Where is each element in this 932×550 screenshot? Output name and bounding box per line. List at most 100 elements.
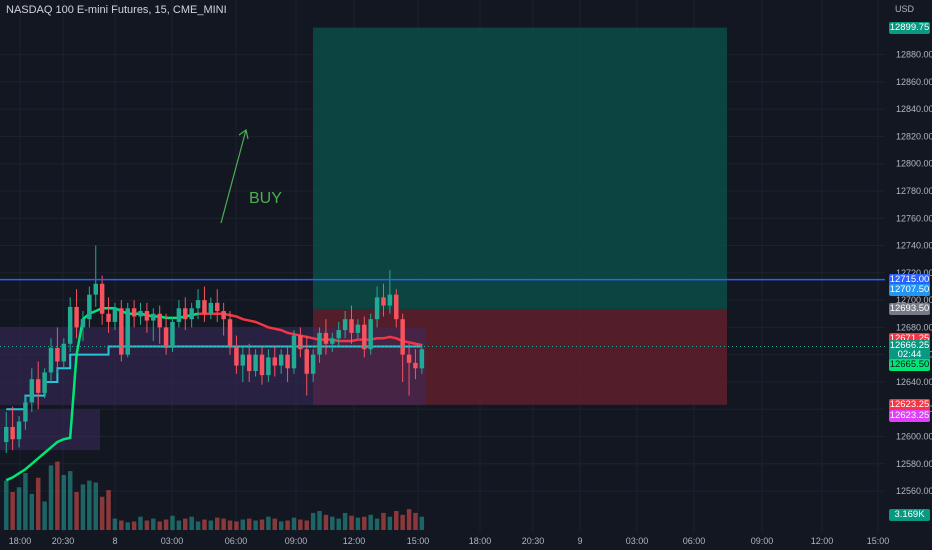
volume-bar <box>246 518 252 530</box>
volume-bar <box>304 520 309 530</box>
candle-body <box>42 372 47 393</box>
volume-bar <box>317 511 322 530</box>
volume-bar <box>298 519 303 530</box>
candle-body <box>170 321 175 348</box>
candle-body <box>304 349 309 374</box>
y-tick-label: 12880.00 <box>896 50 932 60</box>
volume-bar <box>419 516 425 530</box>
volume-bar <box>189 516 194 530</box>
candle-body <box>195 300 201 309</box>
volume-bar <box>55 461 60 530</box>
x-tick-label: 03:00 <box>161 536 184 546</box>
ema-line-red <box>198 312 423 347</box>
volume-bar <box>138 516 143 530</box>
candle-body <box>323 332 329 344</box>
arrow-shaft <box>220 129 247 224</box>
candle-body <box>183 308 188 320</box>
symbol-title: NASDAQ 100 E-mini Futures, 15, CME_MINI <box>6 4 227 16</box>
volume-bar <box>342 512 348 530</box>
y-tick-label: 12860.00 <box>896 77 932 87</box>
volume-bar <box>310 512 316 530</box>
y-tick-label: 12780.00 <box>896 186 932 196</box>
x-tick-label: 18:00 <box>9 536 32 546</box>
candle-body <box>87 294 92 320</box>
x-tick-label: 18:00 <box>469 536 492 546</box>
candle-body <box>10 426 15 440</box>
volume-bar <box>215 517 220 530</box>
volume-bar <box>202 519 207 530</box>
arrow-head <box>238 128 249 140</box>
candle-body <box>144 311 150 321</box>
volume-bar <box>413 512 418 530</box>
price-label: 02:44 <box>889 349 930 362</box>
volume-bar <box>323 514 329 530</box>
candle-body <box>80 319 86 328</box>
x-tick-label: 12:00 <box>343 536 366 546</box>
volume-label: 3.169K <box>889 509 930 521</box>
volume-bar <box>42 501 47 530</box>
volume-bar <box>144 520 150 530</box>
volume-bar <box>170 515 175 530</box>
y-tick-label: 12800.00 <box>896 159 932 169</box>
candle-body <box>48 347 54 373</box>
candle-body <box>330 338 335 344</box>
candle-body <box>106 313 111 322</box>
volume-bar <box>234 521 239 530</box>
price-label: 12707.50 <box>889 283 930 296</box>
volume-bar <box>394 511 399 530</box>
x-tick-label: 06:00 <box>683 536 706 546</box>
x-tick-label: 06:00 <box>225 536 248 546</box>
volume-bar <box>163 519 169 530</box>
volume-bar <box>368 514 373 530</box>
range-band <box>0 409 100 451</box>
candle-body <box>266 357 271 376</box>
candle-body <box>278 354 284 366</box>
candle-body <box>253 354 258 372</box>
volume-bar <box>16 487 22 530</box>
candle-body <box>240 354 246 366</box>
volume-bar <box>67 471 73 530</box>
candle-body <box>176 308 182 322</box>
y-tick-label: 12560.00 <box>896 486 932 496</box>
x-tick-label: 15:00 <box>407 536 430 546</box>
volume-bar <box>4 480 9 530</box>
candle-body <box>208 302 214 314</box>
candle-body <box>381 297 386 306</box>
volume-bar <box>285 520 290 530</box>
candle-body <box>202 300 207 314</box>
y-tick-label: 12760.00 <box>896 213 932 223</box>
volume-bar <box>336 518 341 530</box>
candle-body <box>259 354 265 376</box>
x-tick-label: 9 <box>577 536 582 546</box>
candle-body <box>317 332 322 355</box>
volume-bar <box>259 519 265 530</box>
candle-body <box>119 308 124 355</box>
candle-body <box>419 349 425 369</box>
candle-body <box>74 306 79 328</box>
volume-bar <box>176 520 182 530</box>
candle-body <box>227 319 233 347</box>
volume-bar <box>349 515 354 530</box>
currency-label: USD <box>895 4 915 14</box>
x-tick-label: 20:30 <box>52 536 75 546</box>
candle-body <box>291 335 297 369</box>
volume-bar <box>291 517 297 530</box>
volume-bar <box>278 521 284 530</box>
volume-bar <box>221 518 226 530</box>
candle-body <box>55 347 60 362</box>
x-tick-label: 03:00 <box>626 536 649 546</box>
candle-body <box>413 362 418 369</box>
candle-body <box>215 302 220 312</box>
candle-body <box>234 346 239 366</box>
volume-bar <box>151 518 156 530</box>
volume-bar <box>74 492 79 530</box>
volume-bar <box>400 514 405 530</box>
candle-body <box>163 327 169 348</box>
y-tick-label: 12740.00 <box>896 241 932 251</box>
candle-body <box>138 311 143 317</box>
candle-body <box>246 354 252 372</box>
price-label: 12715.00 <box>889 273 930 286</box>
volume-bar <box>227 520 233 530</box>
price-label: 12665.50 <box>889 358 930 371</box>
